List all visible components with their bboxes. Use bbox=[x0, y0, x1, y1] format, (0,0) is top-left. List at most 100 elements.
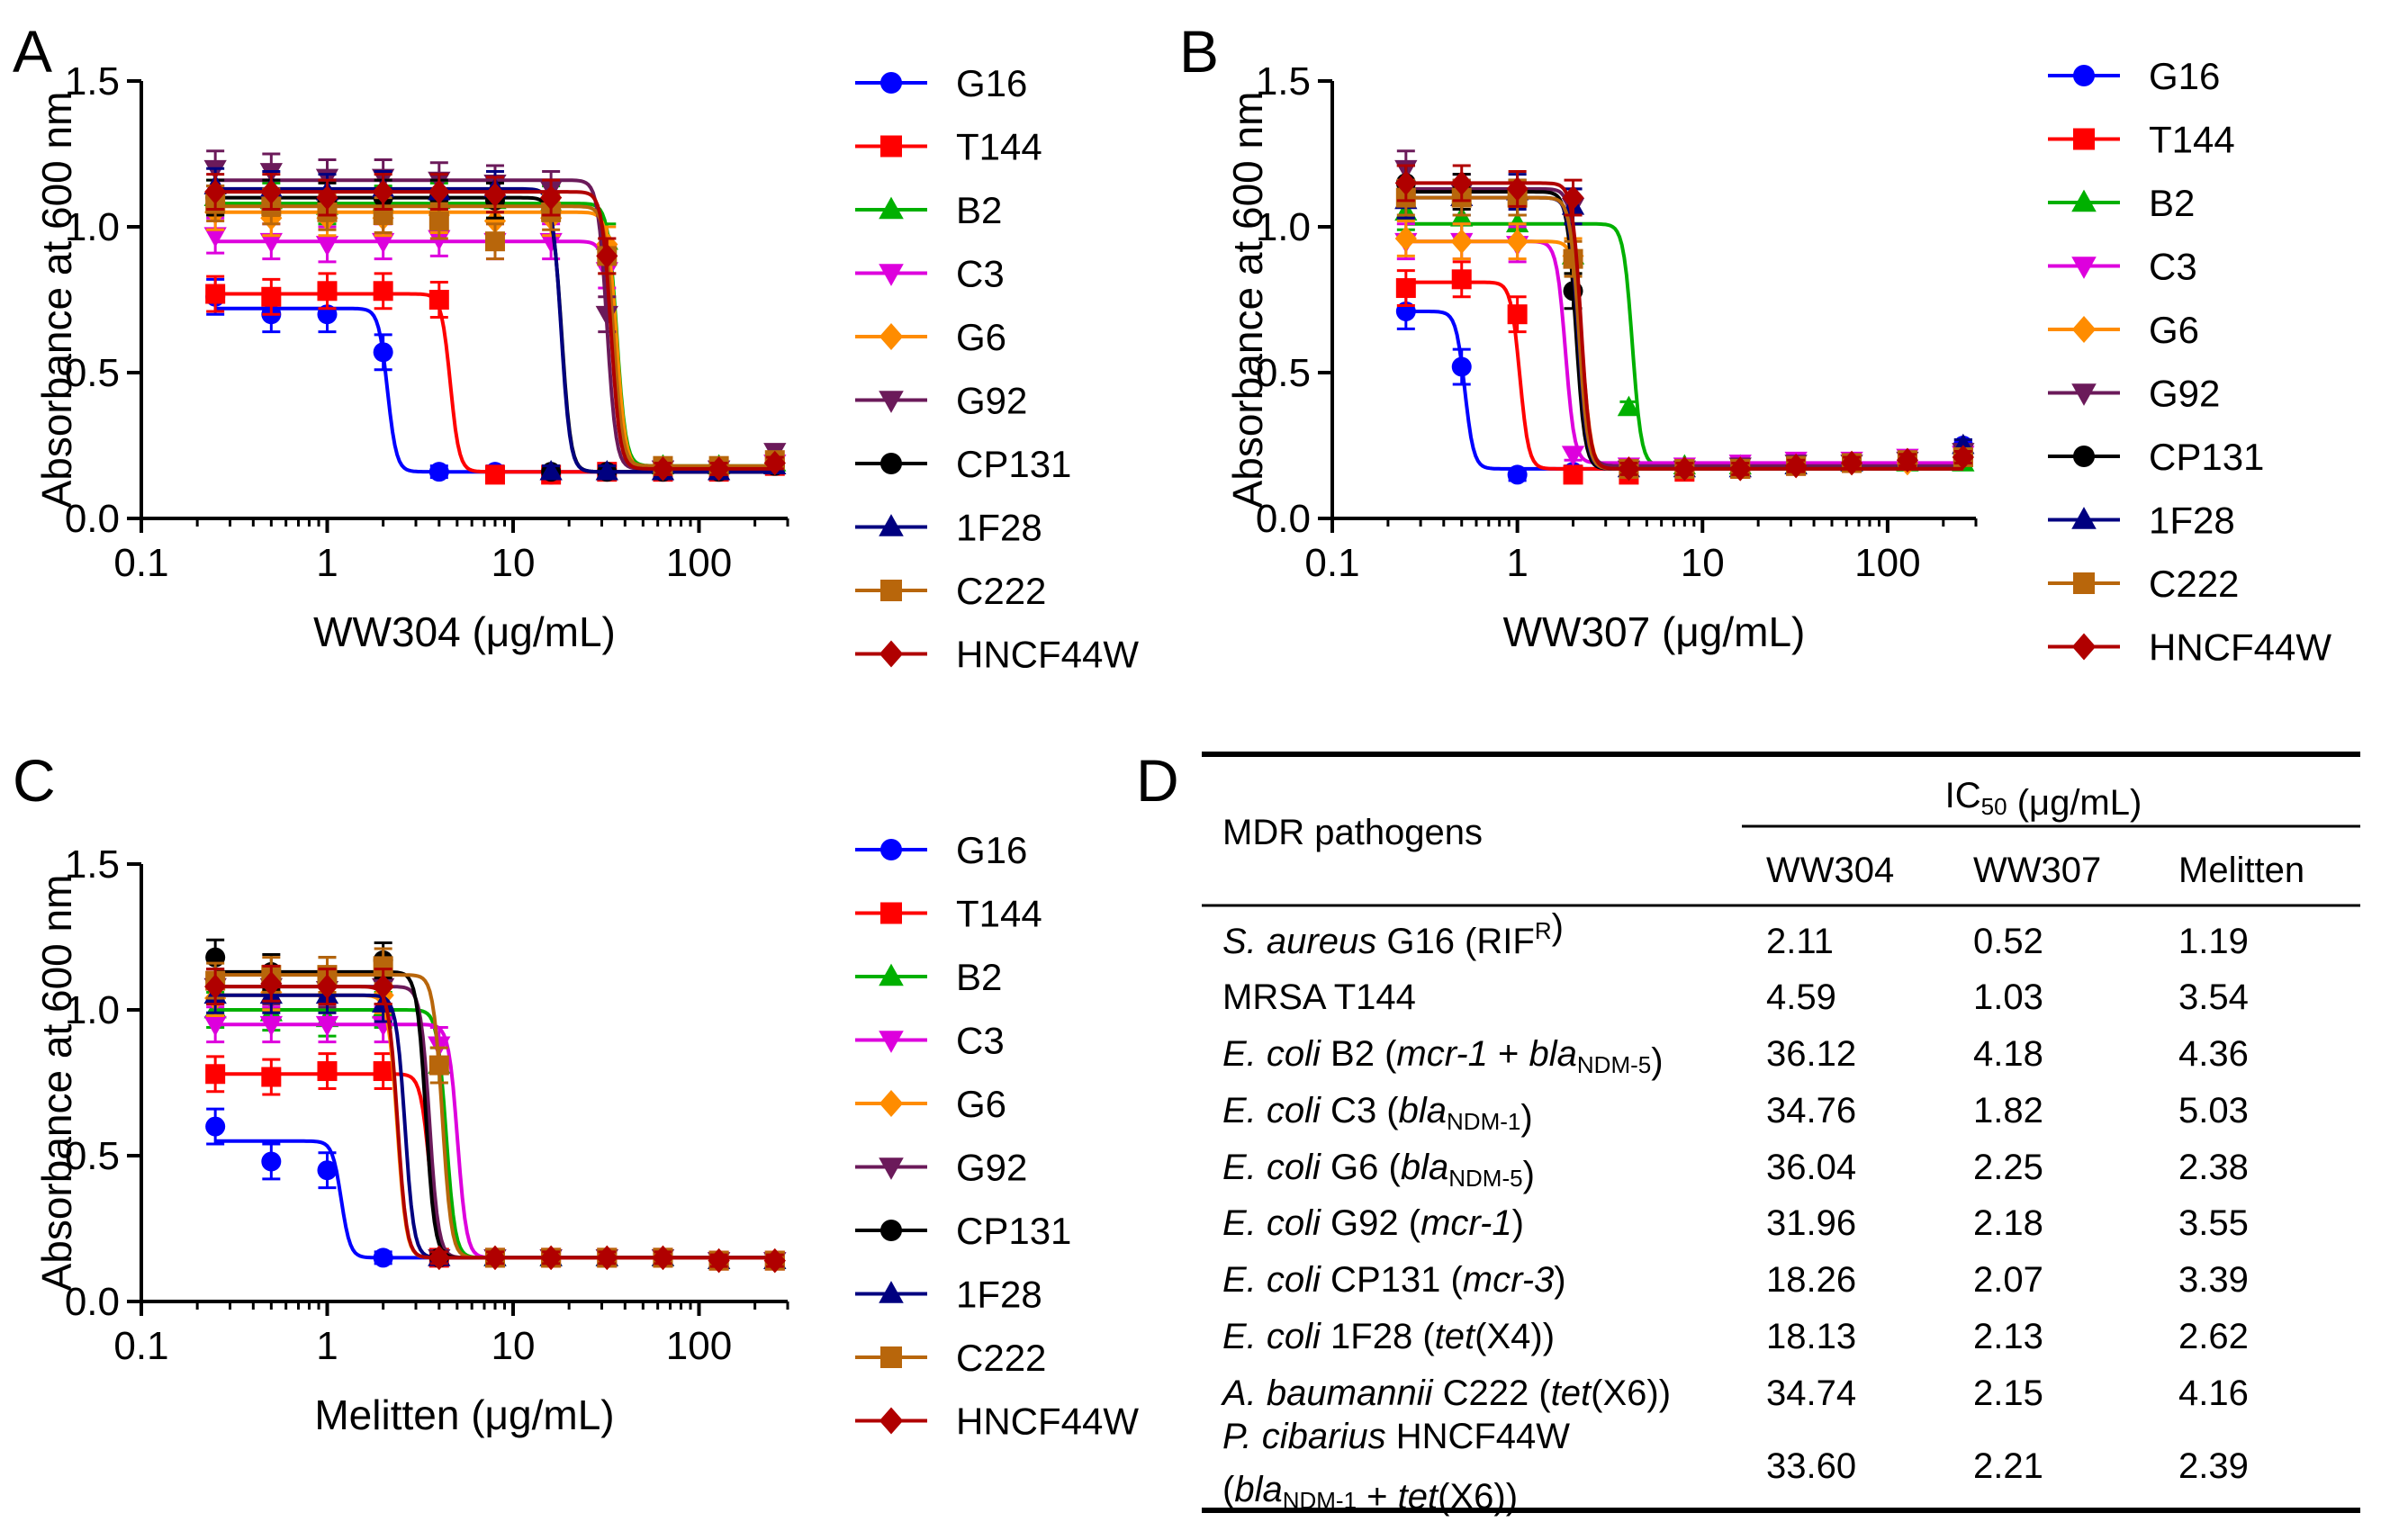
legend-label: B2 bbox=[2149, 182, 2195, 224]
data-point bbox=[1451, 356, 1472, 377]
legend-marker bbox=[879, 323, 904, 350]
data-point bbox=[1673, 456, 1696, 482]
legend-marker bbox=[880, 72, 902, 94]
legend-marker bbox=[879, 196, 904, 220]
legend-label: B2 bbox=[956, 189, 1002, 231]
fit-curve bbox=[1405, 195, 1963, 471]
legend-label: G92 bbox=[956, 1147, 1027, 1189]
y-tick-label: 1.0 bbox=[65, 205, 120, 249]
table-cell: 2.25 bbox=[1973, 1148, 2043, 1187]
data-point bbox=[373, 1061, 393, 1082]
data-point bbox=[1785, 453, 1808, 479]
data-point bbox=[483, 208, 507, 234]
table-row: E. coli C3 (blaNDM-1) 34.76 1.82 5.03 bbox=[1222, 1091, 2249, 1138]
legend-label: HNCF44W bbox=[2149, 626, 2331, 669]
legend-label: G16 bbox=[956, 829, 1027, 871]
data-point bbox=[708, 1247, 730, 1274]
table-column-header: Melitten bbox=[2178, 851, 2304, 890]
series-cp131 bbox=[1395, 164, 1973, 479]
legend-label: G6 bbox=[956, 1083, 1006, 1125]
table-column-header: WW304 bbox=[1766, 851, 1894, 890]
data-point bbox=[1395, 278, 1416, 299]
data-point bbox=[204, 179, 227, 204]
data-point bbox=[595, 459, 618, 481]
legend-marker bbox=[880, 902, 902, 924]
data-point bbox=[373, 1247, 393, 1268]
table-header-pathogens: MDR pathogens bbox=[1222, 813, 1483, 852]
legend-marker bbox=[879, 640, 904, 668]
series-t144 bbox=[205, 272, 785, 485]
panel-letter-c: C bbox=[13, 747, 56, 814]
table-cell: 18.13 bbox=[1766, 1317, 1856, 1356]
legend: G16 T144 B2 C3 G6 G92 CP131 1F28 C222 HNCF44W bbox=[2048, 55, 2331, 669]
table-row: A. baumannii C222 (tet(X6)) 34.74 2.15 4.16 bbox=[1221, 1373, 2249, 1413]
x-tick-label: 10 bbox=[1681, 541, 1725, 585]
series-t144 bbox=[205, 1052, 785, 1271]
legend-label: G6 bbox=[956, 316, 1006, 358]
table-cell: 1.82 bbox=[1973, 1091, 2043, 1130]
table-cell: 4.59 bbox=[1766, 977, 1836, 1017]
legend-label: B2 bbox=[956, 956, 1002, 998]
data-point bbox=[204, 974, 227, 999]
data-point bbox=[1840, 450, 1863, 476]
legend-label: G16 bbox=[2149, 55, 2220, 97]
table-cell: 34.74 bbox=[1766, 1373, 1856, 1413]
series-g92 bbox=[1394, 149, 1975, 482]
legend-label: T144 bbox=[956, 893, 1042, 935]
legend-label: G92 bbox=[956, 380, 1027, 422]
fit-curve bbox=[215, 993, 775, 1260]
table-row-label: E. coli G6 (blaNDM-5) bbox=[1222, 1148, 1535, 1194]
data-point bbox=[539, 232, 563, 254]
legend-label: C3 bbox=[2149, 246, 2197, 288]
legend-label: G92 bbox=[2149, 373, 2220, 415]
data-point bbox=[763, 1247, 786, 1274]
data-point bbox=[1506, 176, 1529, 202]
data-point bbox=[203, 1015, 227, 1037]
legend-label: CP131 bbox=[956, 443, 1071, 485]
legend-marker bbox=[2071, 189, 2097, 212]
legend-marker bbox=[2073, 65, 2095, 86]
legend-marker bbox=[2073, 572, 2095, 594]
table-row: E. coli CP131 (mcr-3) 18.26 2.07 3.39 bbox=[1222, 1260, 2249, 1300]
table-cell: 4.16 bbox=[2178, 1373, 2249, 1413]
legend-label: T144 bbox=[956, 126, 1042, 168]
table-row-label-line2: (blaNDM-1 + tet(X6)) bbox=[1222, 1470, 1518, 1517]
data-point bbox=[203, 227, 227, 248]
panel-letter-d: D bbox=[1136, 747, 1179, 814]
fit-curve bbox=[1405, 181, 1963, 471]
series-b2 bbox=[203, 991, 787, 1269]
data-point bbox=[428, 1055, 449, 1076]
data-point bbox=[484, 464, 505, 485]
legend-marker bbox=[2073, 446, 2095, 467]
table-cell: 1.19 bbox=[2178, 922, 2249, 961]
legend-label: 1F28 bbox=[2149, 500, 2235, 542]
y-axis-title: Absorbance at 600 nm bbox=[1224, 92, 1271, 509]
data-point bbox=[484, 231, 505, 252]
legend-label: C222 bbox=[2149, 563, 2239, 605]
table-cell: 18.26 bbox=[1766, 1260, 1856, 1300]
data-point bbox=[540, 185, 563, 211]
data-point bbox=[1563, 464, 1583, 485]
table-cell: 2.38 bbox=[2178, 1148, 2249, 1187]
chart-panel-c: 0.0 0.5 1.0 1.5 0.1 1 10 100 Melitten (μg/mL) Abs… bbox=[33, 829, 1139, 1443]
table-cell: 2.62 bbox=[2178, 1317, 2249, 1356]
legend-marker bbox=[880, 1220, 902, 1241]
series-g92 bbox=[203, 968, 787, 1273]
data-point bbox=[1563, 248, 1583, 269]
chart-panel-b: 0.0 0.5 1.0 1.5 0.1 1 10 100 WW307 (μg/mL) Absorb… bbox=[1224, 55, 2331, 669]
legend-marker bbox=[2073, 128, 2095, 150]
legend-label: 1F28 bbox=[956, 507, 1042, 549]
fit-curve bbox=[215, 985, 775, 1260]
x-axis-title: WW307 (μg/mL) bbox=[1503, 608, 1806, 655]
table-row-label: P. cibarius HNCF44W bbox=[1222, 1417, 1570, 1456]
series-g6 bbox=[1394, 220, 1974, 482]
legend-marker bbox=[2071, 257, 2097, 279]
x-tick-label: 100 bbox=[666, 541, 732, 585]
table-cell: 2.39 bbox=[2178, 1446, 2249, 1486]
y-tick-label: 1.0 bbox=[65, 988, 120, 1032]
series-1f28 bbox=[1394, 173, 1975, 478]
table-cell: 34.76 bbox=[1766, 1091, 1856, 1130]
data-point bbox=[261, 286, 282, 307]
x-tick-label: 10 bbox=[492, 541, 536, 585]
legend-marker bbox=[880, 1346, 902, 1368]
